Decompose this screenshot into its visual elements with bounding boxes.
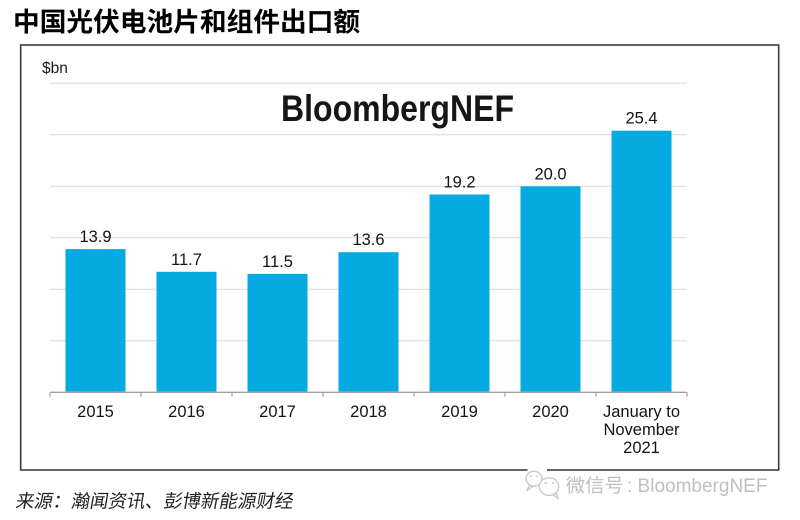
svg-text:BloombergNEF: BloombergNEF [281, 87, 514, 129]
svg-text:2017: 2017 [259, 403, 296, 421]
svg-text:19.2: 19.2 [443, 174, 475, 192]
svg-text:2018: 2018 [350, 403, 387, 421]
svg-text:11.7: 11.7 [171, 251, 202, 269]
svg-text:25.4: 25.4 [625, 110, 657, 128]
svg-text:January to: January to [603, 403, 680, 421]
svg-text:13.9: 13.9 [79, 228, 111, 246]
svg-text:13.6: 13.6 [352, 231, 384, 249]
svg-text:20.0: 20.0 [534, 165, 566, 183]
svg-text:11.5: 11.5 [262, 253, 293, 271]
svg-text:$bn: $bn [42, 60, 68, 77]
svg-text:November: November [603, 421, 680, 439]
svg-text:2016: 2016 [168, 403, 205, 421]
svg-text:2021: 2021 [623, 439, 660, 457]
svg-text:2020: 2020 [532, 403, 569, 421]
svg-text:2015: 2015 [77, 403, 114, 421]
svg-text:: BloombergNEF: : BloombergNEF [627, 476, 767, 497]
svg-text:2019: 2019 [441, 403, 478, 421]
